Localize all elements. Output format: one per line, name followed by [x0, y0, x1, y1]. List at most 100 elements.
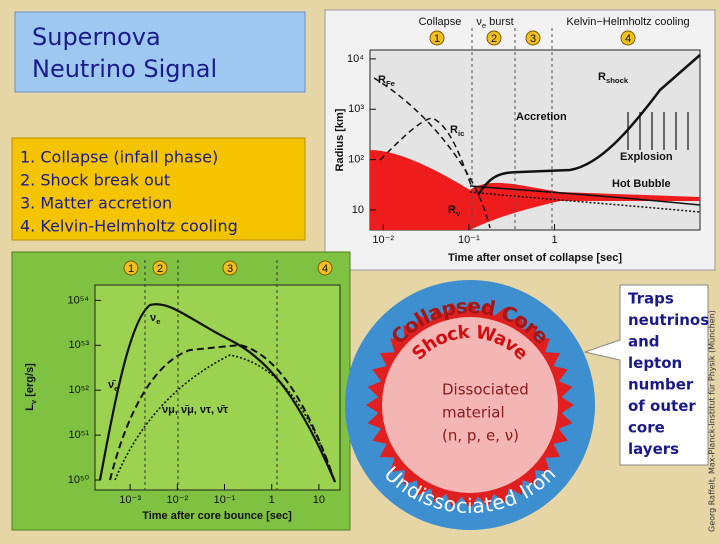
phase-marker-label: 1	[434, 33, 440, 45]
curve	[469, 185, 701, 206]
phase-marker	[152, 260, 168, 276]
annotation-part: R	[598, 71, 606, 83]
phase-item: 2. Shock break out	[20, 171, 170, 190]
phase-label-part: burst	[486, 16, 514, 28]
phase-marker-label: 2	[491, 33, 497, 45]
curve	[379, 117, 473, 189]
phase-label: νe burst	[476, 16, 513, 30]
annotation-part: ν	[150, 312, 156, 324]
core-disk	[382, 317, 558, 493]
interior-label: (n, p, e, ν)	[442, 427, 519, 445]
x-tick-label: 10	[313, 494, 325, 506]
x-tick-label: 10⁻²	[166, 494, 188, 506]
phase-marker-label: 1	[128, 263, 134, 275]
annotation-part: Explosion	[620, 151, 673, 163]
phase-item: 3. Matter accretion	[20, 194, 172, 213]
phase-item: 4. Kelvin-Helmholtz cooling	[20, 217, 238, 236]
curve	[373, 77, 491, 229]
annotation: Rshock	[598, 71, 629, 85]
curve	[469, 191, 701, 213]
curve	[109, 343, 336, 483]
y-tick-label: 10⁵³	[69, 339, 90, 351]
phase-label: Collapse	[419, 16, 462, 28]
annotation: ν̄e	[108, 379, 119, 393]
x-tick-label: 10⁻²	[372, 234, 394, 246]
annotation: RFe	[378, 74, 396, 88]
annotation: Rν	[448, 204, 460, 218]
y-tick-label: 10⁵⁰	[68, 474, 90, 486]
callout-line: Traps	[628, 290, 674, 308]
phase-marker	[620, 30, 636, 46]
phase-box	[11, 137, 306, 241]
callout-line: number	[628, 376, 694, 394]
title-line: Neutrino Signal	[32, 55, 217, 83]
y-axis-label: Lν [erg/s]	[24, 363, 38, 411]
curve	[114, 354, 336, 483]
phase-marker	[429, 30, 445, 46]
y-tick-label: 10⁴	[347, 53, 364, 65]
y-tick-label: 10⁵¹	[69, 429, 90, 441]
annotation: Hot Bubble	[612, 178, 671, 190]
annotation-part: ν̄	[108, 379, 116, 391]
annotation-part: Accretion	[516, 111, 567, 123]
y-tick-label: 10⁵⁴	[67, 294, 89, 306]
callout-line: of outer	[628, 397, 696, 415]
callout-text: Traps neutrinos and lepton number of outer cor…	[628, 290, 709, 459]
phase-marker-label: 2	[157, 263, 163, 275]
phase-marker	[525, 30, 541, 46]
annotation-part: ν	[456, 209, 460, 218]
callout-line: lepton	[628, 354, 682, 372]
interior-label: Dissociated	[442, 381, 529, 399]
x-tick-label: 1	[269, 494, 275, 506]
annotation-part: R	[448, 204, 456, 216]
annotation-part: e	[156, 317, 161, 326]
annotation-part: R	[378, 74, 386, 86]
y-tick-label: 10	[352, 204, 364, 216]
phase-divider	[471, 28, 553, 230]
x-tick-label: 10⁻¹	[214, 494, 236, 506]
annotation: Explosion	[620, 151, 673, 163]
phase-marker-label: 4	[625, 33, 631, 45]
neutrinosphere-band	[370, 150, 700, 230]
phase-label: Kelvin−Helmholtz cooling	[566, 16, 689, 28]
credit: Georg Raffelt, Max-Planck-Institut für P…	[708, 310, 717, 532]
curve	[476, 54, 701, 196]
callout-box	[583, 284, 709, 466]
y-tick-label: 10²	[348, 154, 364, 166]
phase-label-part: e	[482, 21, 486, 30]
phase-item: 1. Collapse (infall phase)	[20, 148, 218, 167]
x-tick-label: 1	[551, 234, 557, 246]
callout-line: layers	[628, 440, 679, 458]
x-tick-label: 10⁻¹	[458, 234, 480, 246]
phase-marker	[123, 260, 139, 276]
phase-label-part: Kelvin−Helmholtz cooling	[566, 16, 689, 28]
annotation-part: R	[450, 124, 458, 136]
luminosity-plot	[94, 284, 341, 491]
callout-line: core	[628, 419, 665, 437]
curve	[98, 303, 337, 483]
phase-divider	[144, 260, 278, 490]
x-axis-label: Time after core bounce [sec]	[142, 510, 292, 522]
y-axis-label-part: L	[24, 404, 36, 411]
annotation: Accretion	[516, 111, 567, 123]
phase-marker	[317, 260, 333, 276]
explosion-arrows	[627, 112, 689, 150]
annotation: νμ, ν̄μ, ντ, ν̄τ	[162, 404, 228, 416]
annotation-part: e	[114, 384, 119, 393]
phase-marker	[222, 260, 238, 276]
phase-marker-label: 3	[227, 263, 233, 275]
y-tick-label: 10³	[348, 103, 364, 115]
phase-marker-label: 4	[322, 263, 328, 275]
phase-label-part: Collapse	[419, 16, 462, 28]
y-tick-label: 10⁵²	[69, 384, 90, 396]
annotation-part: Fe	[386, 79, 396, 88]
phase-marker	[486, 30, 502, 46]
phase-marker-label: 3	[530, 33, 536, 45]
x-tick-label: 10⁻³	[119, 494, 141, 506]
annotation-part: shock	[606, 76, 629, 85]
annotation-part: ic	[458, 129, 465, 138]
annotation-part: Hot Bubble	[612, 178, 671, 190]
interior-label: material	[442, 404, 505, 422]
